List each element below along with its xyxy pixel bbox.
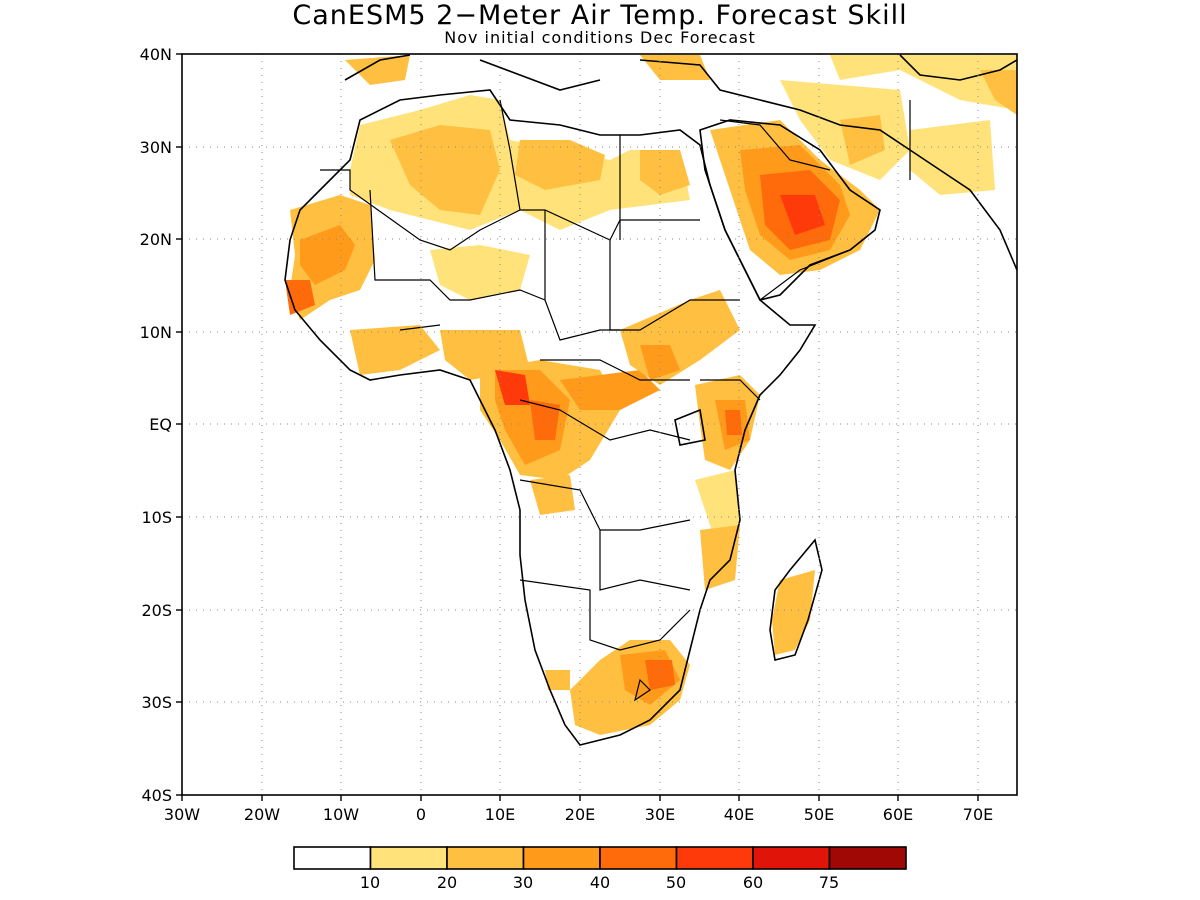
central-asia-orange: [980, 70, 1017, 115]
sahel-yellow: [430, 245, 530, 300]
legend-label-10: 10: [360, 873, 380, 892]
lon-tick-0: 0: [416, 805, 426, 824]
legend-labels: 10 20 30 40 50 60 75: [360, 873, 839, 892]
lon-tick-70e: 70E: [963, 805, 993, 824]
map-subtitle: Nov initial conditions Dec Forecast: [444, 28, 756, 47]
legend-swatch-5: [675, 846, 754, 870]
lon-tick-30e: 30E: [645, 805, 675, 824]
lat-tick-30n: 30N: [140, 138, 172, 157]
legend-swatch-0: [293, 846, 372, 870]
lat-tick-eq: EQ: [149, 415, 172, 434]
border-layer: [320, 99, 911, 702]
legend-swatch-2: [446, 846, 525, 870]
legend-label-30: 30: [513, 873, 533, 892]
madagascar-orange: [772, 570, 815, 655]
cameroon-red: [495, 370, 530, 405]
lon-tick-labels: 30W 20W 10W 0 10E 20E 30E 40E 50E 60E 70…: [164, 805, 993, 824]
lon-tick-20w: 20W: [244, 805, 280, 824]
mauritania-dark-orange: [300, 225, 355, 285]
kenya-red: [725, 410, 742, 435]
legend-swatch-4: [599, 846, 678, 870]
lon-tick-50e: 50E: [804, 805, 834, 824]
map-title: CanESM5 2−Meter Air Temp. Forecast Skill: [292, 0, 908, 31]
iberia-orange: [345, 55, 410, 85]
legend-swatch-1: [369, 846, 448, 870]
arabia-deep-red: [780, 195, 825, 235]
legend-swatch-7: [828, 846, 907, 870]
lat-tick-40s: 40S: [141, 786, 172, 805]
legend-swatch-3: [522, 846, 601, 870]
car-dark-orange: [560, 370, 660, 410]
lesotho-red: [645, 660, 675, 690]
legend-label-50: 50: [666, 873, 686, 892]
legend-swatch-6: [752, 846, 831, 870]
tanzania-yellow: [695, 470, 740, 540]
lat-tick-20s: 20S: [141, 601, 172, 620]
namibia-coast-orange: [545, 670, 570, 690]
gabon-red: [530, 400, 560, 440]
lat-tick-10n: 10N: [140, 323, 172, 342]
lat-tick-labels: 40N 30N 20N 10N EQ 10S 20S 30S 40S: [140, 45, 172, 805]
lat-tick-40n: 40N: [140, 45, 172, 64]
algeria-orange: [390, 125, 500, 215]
legend-label-20: 20: [437, 873, 457, 892]
lat-tick-20n: 20N: [140, 230, 172, 249]
lon-tick-30w: 30W: [164, 805, 200, 824]
angola-orange: [530, 475, 575, 515]
skill-shading-layer: [285, 55, 1017, 735]
legend-label-60: 60: [743, 873, 763, 892]
pakistan-yellow: [910, 120, 995, 195]
guinea-coast-orange: [350, 325, 440, 375]
central-asia-yellow: [830, 55, 1017, 110]
legend-label-75: 75: [819, 873, 839, 892]
lat-tick-30s: 30S: [141, 693, 172, 712]
egypt-orange: [640, 150, 690, 195]
lat-tick-10s: 10S: [141, 508, 172, 527]
legend-label-40: 40: [590, 873, 610, 892]
lon-tick-10e: 10E: [485, 805, 515, 824]
mozambique-orange: [700, 525, 740, 590]
libya-orange: [515, 140, 605, 190]
lon-tick-20e: 20E: [565, 805, 595, 824]
iran-orange: [840, 115, 885, 165]
lon-tick-60e: 60E: [883, 805, 913, 824]
lon-tick-40e: 40E: [724, 805, 754, 824]
senegal-red: [285, 280, 315, 315]
lon-tick-10w: 10W: [323, 805, 359, 824]
tick-marks: [176, 53, 979, 801]
color-legend: [293, 846, 907, 870]
